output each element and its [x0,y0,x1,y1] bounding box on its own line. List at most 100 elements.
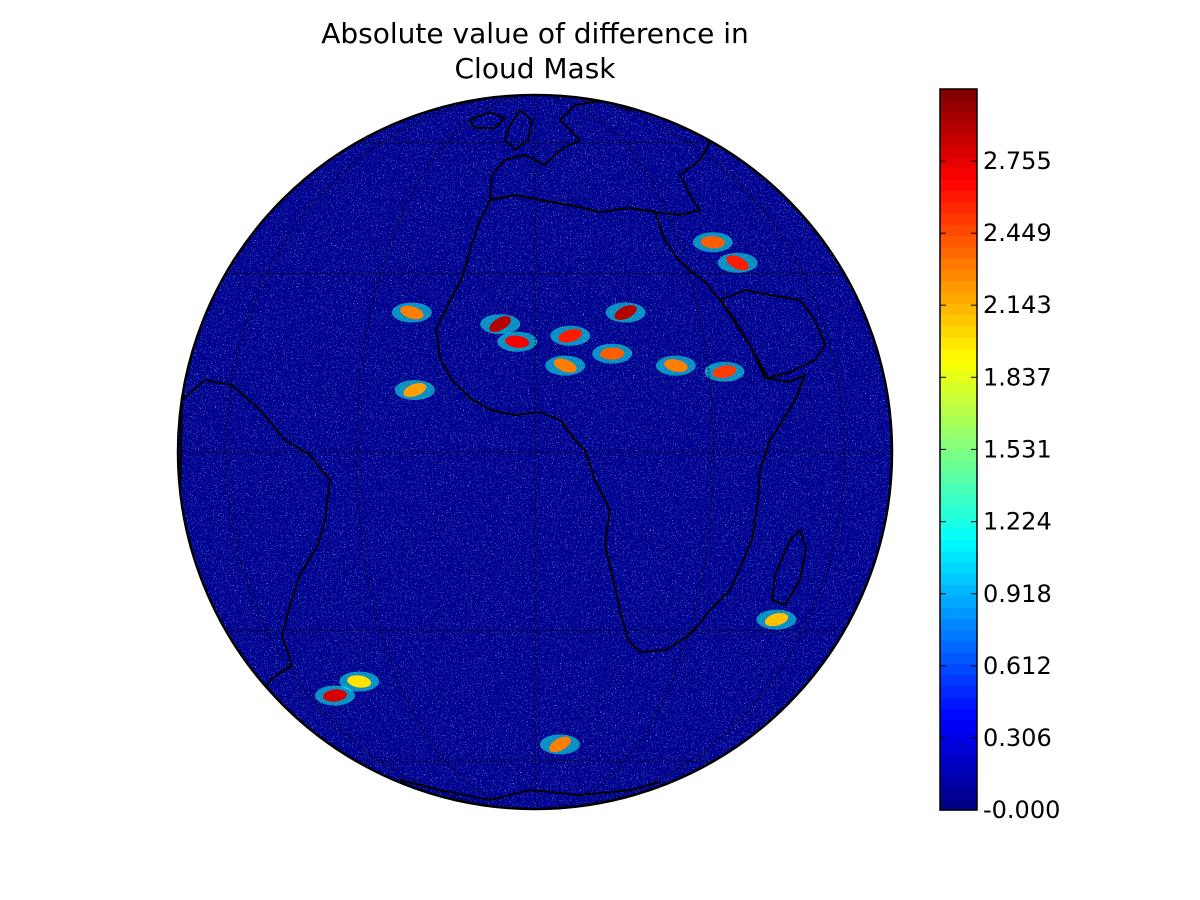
high-difference-region [704,361,745,382]
colorbar-band [940,798,977,811]
high-difference-region [655,355,696,376]
colorbar-band [940,618,977,631]
colorbar-band [940,269,977,282]
colorbar-tick-label: 1.224 [983,508,1052,536]
colorbar-band [940,539,977,552]
colorbar-tick-label: 0.306 [983,724,1052,752]
plot-title-line-2: Cloud Mask [455,52,617,85]
high-difference-region [545,355,586,376]
colorbar-band [940,381,977,394]
colorbar-band [940,505,977,518]
colorbar-band [940,607,977,620]
high-difference-region [480,314,521,335]
colorbar-tick-label: 0.918 [983,580,1052,608]
colorbar-band [940,314,977,327]
colorbar-band [940,393,977,406]
colorbar-band [940,100,977,113]
colorbar-band [940,89,977,101]
high-difference-region [592,343,633,364]
colorbar-ticks: -0.000 0.306 0.612 0.918 1.224 1.531 1.837 2.14… [940,147,1060,824]
antarctica-coastline [399,779,661,801]
colorbar-band [940,359,977,372]
colorbar-band [940,562,977,575]
colorbar-band [940,438,977,451]
colorbar-band [940,167,977,180]
colorbar-band [940,776,977,789]
colorbar-band [940,641,977,653]
arabia-coastline [719,289,826,379]
colorbar-band [940,257,977,270]
high-difference-region [497,331,538,352]
colorbar-band [940,550,977,563]
colorbar-band [940,156,977,169]
colorbar-band [940,336,977,349]
colorbar-band [940,111,977,124]
meridian-line [355,95,536,809]
high-difference-region [756,609,797,630]
colorbar-band [940,764,977,777]
colorbar-band [940,348,977,360]
colorbar-band [940,573,977,586]
colorbar-band [940,280,977,293]
plot-title-line-1: Absolute value of difference in [321,17,749,50]
colorbar-gradient [940,89,977,811]
colorbar-band [940,719,977,732]
colorbar-tick-label: 1.837 [983,363,1052,391]
colorbar-band [940,145,977,158]
colorbar-tick-label: 2.143 [983,291,1052,319]
globe-outline [176,93,894,811]
colorbar-tick-label: -0.000 [983,796,1060,824]
africa-coastline [435,194,806,653]
graticule [178,95,892,809]
colorbar-band [940,246,977,259]
colorbar-band [940,325,977,338]
high-difference-region [391,302,432,323]
colorbar-band [940,426,977,439]
colorbar-band [940,731,977,744]
colorbar-band [940,212,977,225]
colorbar-band [940,686,977,698]
colorbar-band [940,663,977,676]
colorbar-band [940,303,977,315]
colorbar-band [940,235,977,248]
colorbar-band [940,291,977,304]
colorbar-tick-label: 1.531 [983,435,1052,463]
high-difference-region [540,734,580,755]
colorbar-band [940,224,977,237]
colorbar-band [940,122,977,135]
colorbar-tick-label: 0.612 [983,652,1052,680]
colorbar-band [940,190,977,203]
colorbar-band [940,629,977,642]
colorbar-band [940,517,977,529]
colorbar-band [940,494,977,507]
colorbar-band [940,404,977,417]
meridian-line [534,95,715,809]
colorbar-tick-label: 2.755 [983,147,1052,175]
high-difference-regions [315,232,797,755]
colorbar-band [940,370,977,383]
colorbar-band [940,472,977,484]
colorbar-band [940,528,977,541]
colorbar-band [940,449,977,462]
colorbar-band [940,787,977,800]
colorbar-band [940,179,977,191]
high-difference-region [315,685,355,706]
colorbar-band [940,201,977,214]
globe-map [176,93,894,811]
colorbar-band [940,674,977,687]
colorbar-band [940,753,977,766]
colorbar-band [940,742,977,755]
colorbar-band [940,415,977,428]
colorbar-band [940,483,977,496]
uk-coastline [504,109,533,151]
high-difference-region [394,380,435,400]
iceland-coastline [469,111,506,129]
colorbar-tick-label: 2.449 [983,219,1052,247]
colorbar: -0.000 0.306 0.612 0.918 1.224 1.531 1.837 2.14… [939,88,1060,824]
high-difference-region [717,252,758,273]
colorbar-band [940,584,977,597]
colorbar-band [940,708,977,721]
colorbar-band [940,697,977,710]
colorbar-band [940,134,977,146]
